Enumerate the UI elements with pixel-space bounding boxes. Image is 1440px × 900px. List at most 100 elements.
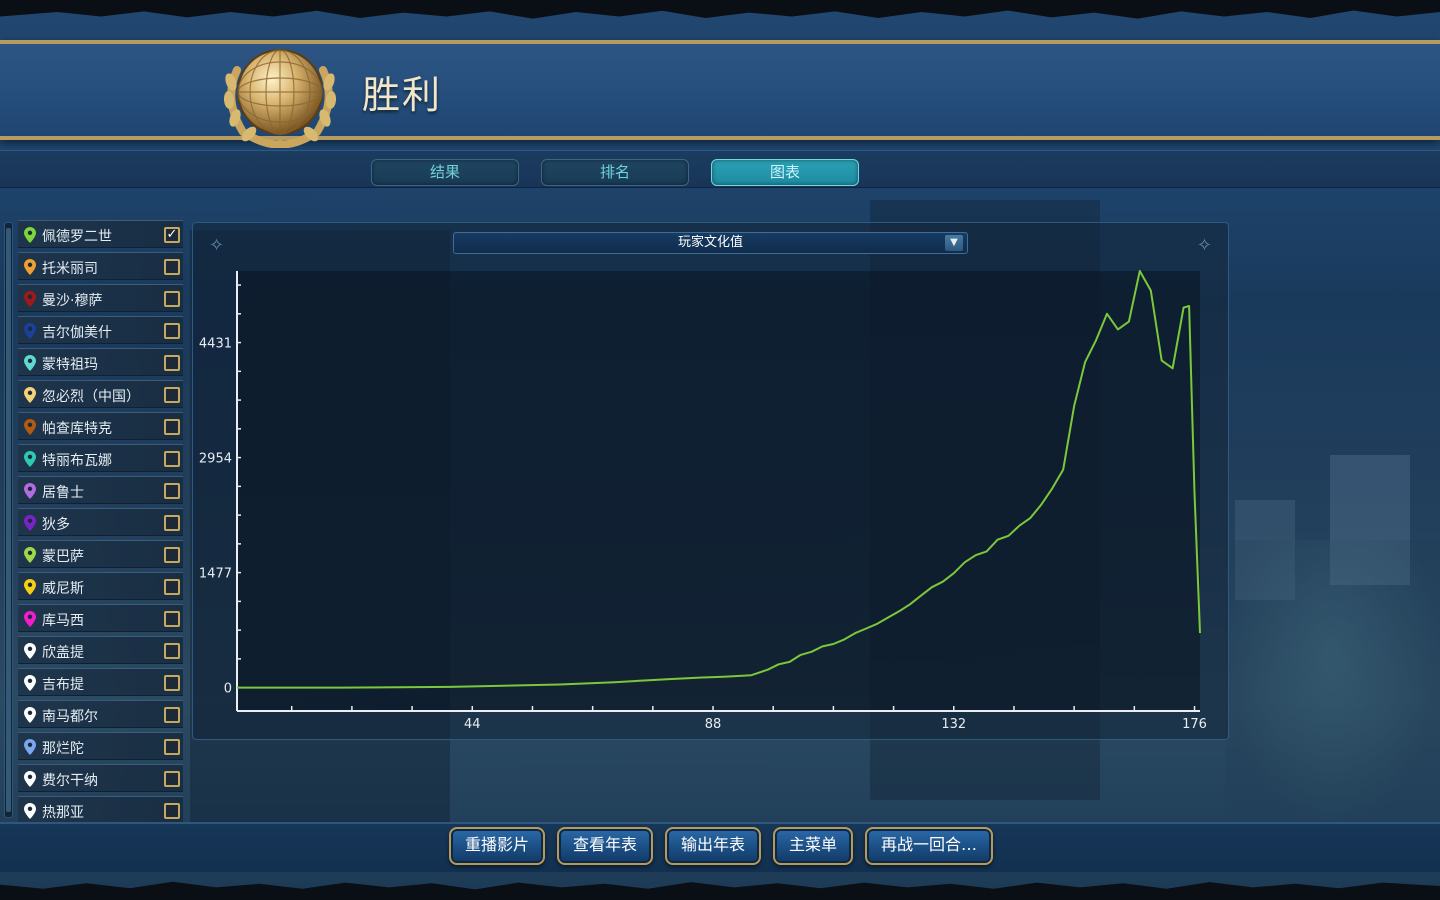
map-pin-icon [24, 259, 36, 275]
view-chronicle-button[interactable]: 查看年表 [557, 827, 653, 865]
map-pin-icon [24, 579, 36, 595]
civ-name: 佩德罗二世 [42, 229, 112, 245]
civ-row[interactable]: 费尔干纳 [18, 764, 183, 792]
victory-globe-emblem-icon [215, 40, 345, 148]
civ-row[interactable]: 蒙巴萨 [18, 540, 183, 568]
civ-row[interactable]: 佩德罗二世 ✓ [18, 220, 183, 248]
y-tick-label: 4431 [199, 337, 232, 352]
torn-edge-top [0, 0, 1440, 19]
civ-visibility-checkbox[interactable] [164, 483, 180, 499]
civ-visibility-checkbox[interactable] [164, 739, 180, 755]
civ-row[interactable]: 托米丽司 [18, 252, 183, 280]
civ-name: 那烂陀 [42, 741, 84, 757]
export-chronicle-button[interactable]: 输出年表 [665, 827, 761, 865]
civ-visibility-checkbox[interactable] [164, 547, 180, 563]
map-pin-icon [24, 227, 36, 243]
civ-visibility-checkbox[interactable] [164, 803, 180, 819]
civ-visibility-checkbox[interactable] [164, 643, 180, 659]
civ-name: 特丽布瓦娜 [42, 453, 112, 469]
civ-visibility-checkbox[interactable] [164, 323, 180, 339]
series-line [237, 270, 1201, 689]
corner-ornament-icon: ✧ [209, 235, 225, 256]
civ-name: 蒙巴萨 [42, 549, 84, 565]
civ-row[interactable]: 欣盖提 [18, 636, 183, 664]
civ-name: 库马西 [42, 613, 84, 629]
civ-visibility-checkbox[interactable] [164, 579, 180, 595]
map-pin-icon [24, 291, 36, 307]
civ-visibility-checkbox[interactable] [164, 451, 180, 467]
civ-name: 忽必烈（中国） [42, 389, 140, 405]
civ-row[interactable]: 吉尔伽美什 [18, 316, 183, 344]
map-pin-icon [24, 739, 36, 755]
civ-row[interactable]: 蒙特祖玛 [18, 348, 183, 376]
replay-button[interactable]: 重播影片 [449, 827, 545, 865]
civ-name: 吉尔伽美什 [42, 325, 112, 341]
civ-row[interactable]: 吉布提 [18, 668, 183, 696]
civ-row[interactable]: 特丽布瓦娜 [18, 444, 183, 472]
civ-name: 费尔干纳 [42, 773, 98, 789]
map-pin-icon [24, 771, 36, 787]
chevron-down-icon[interactable]: ▼ [945, 235, 963, 251]
y-tick-label: 1477 [199, 567, 232, 582]
civ-row[interactable]: 南马都尔 [18, 700, 183, 728]
map-pin-icon [24, 547, 36, 563]
map-pin-icon [24, 611, 36, 627]
civ-visibility-checkbox[interactable] [164, 611, 180, 627]
map-pin-icon [24, 323, 36, 339]
corner-ornament-icon: ✧ [1196, 235, 1212, 256]
civ-name: 蒙特祖玛 [42, 357, 98, 373]
civ-name: 吉布提 [42, 677, 84, 693]
civ-name: 曼沙·穆萨 [42, 293, 103, 309]
civ-row[interactable]: 库马西 [18, 604, 183, 632]
civ-name: 威尼斯 [42, 581, 84, 597]
civ-visibility-checkbox[interactable] [164, 291, 180, 307]
civ-name: 托米丽司 [42, 261, 98, 277]
tab-results[interactable]: 结果 [371, 159, 519, 186]
civ-name: 欣盖提 [42, 645, 84, 661]
map-pin-icon [24, 643, 36, 659]
one-more-turn-button[interactable]: 再战一回合… [865, 827, 993, 865]
map-pin-icon [24, 355, 36, 371]
civ-row[interactable]: 居鲁士 [18, 476, 183, 504]
map-pin-icon [24, 387, 36, 403]
tab-rankings[interactable]: 排名 [541, 159, 689, 186]
map-pin-icon [24, 675, 36, 691]
civ-row[interactable]: 狄多 [18, 508, 183, 536]
civ-name: 南马都尔 [42, 709, 98, 725]
civ-row[interactable]: 曼沙·穆萨 [18, 284, 183, 312]
background-trees [1225, 540, 1440, 830]
y-tick-label: 0 [224, 682, 232, 697]
page-title: 胜利 [362, 73, 443, 117]
civ-visibility-checkbox[interactable] [164, 771, 180, 787]
map-pin-icon [24, 515, 36, 531]
x-tick-label: 132 [941, 717, 966, 732]
civ-row[interactable]: 威尼斯 [18, 572, 183, 600]
civ-row[interactable]: 那烂陀 [18, 732, 183, 760]
civ-list-scrollbar-thumb[interactable] [6, 228, 11, 812]
civ-row[interactable]: 帕查库特克 [18, 412, 183, 440]
civ-name: 狄多 [42, 517, 70, 533]
x-tick-label: 88 [705, 717, 722, 732]
main-menu-button[interactable]: 主菜单 [773, 827, 853, 865]
x-tick-label: 176 [1182, 717, 1207, 732]
x-tick-label: 44 [464, 717, 481, 732]
civ-name: 热那亚 [42, 805, 84, 821]
map-pin-icon [24, 483, 36, 499]
civ-visibility-checkbox[interactable]: ✓ [164, 227, 180, 243]
civ-row[interactable]: 热那亚 [18, 796, 183, 824]
civ-list: 佩德罗二世 ✓ 托米丽司曼沙·穆萨吉尔伽美什蒙特祖玛忽必烈（中国） 帕查库特克特丽布瓦… [18, 220, 183, 828]
civ-visibility-checkbox[interactable] [164, 387, 180, 403]
civ-row[interactable]: 忽必烈（中国） [18, 380, 183, 408]
civ-visibility-checkbox[interactable] [164, 515, 180, 531]
civ-name: 帕查库特克 [42, 421, 112, 437]
civ-visibility-checkbox[interactable] [164, 419, 180, 435]
civ-visibility-checkbox[interactable] [164, 259, 180, 275]
plot-area [237, 271, 1200, 711]
civ-visibility-checkbox[interactable] [164, 707, 180, 723]
map-pin-icon [24, 707, 36, 723]
civ-visibility-checkbox[interactable] [164, 675, 180, 691]
tab-graphs[interactable]: 图表 [711, 159, 859, 186]
civ-visibility-checkbox[interactable] [164, 355, 180, 371]
graph-type-dropdown[interactable]: 玩家文化值 ▼ [453, 232, 968, 254]
